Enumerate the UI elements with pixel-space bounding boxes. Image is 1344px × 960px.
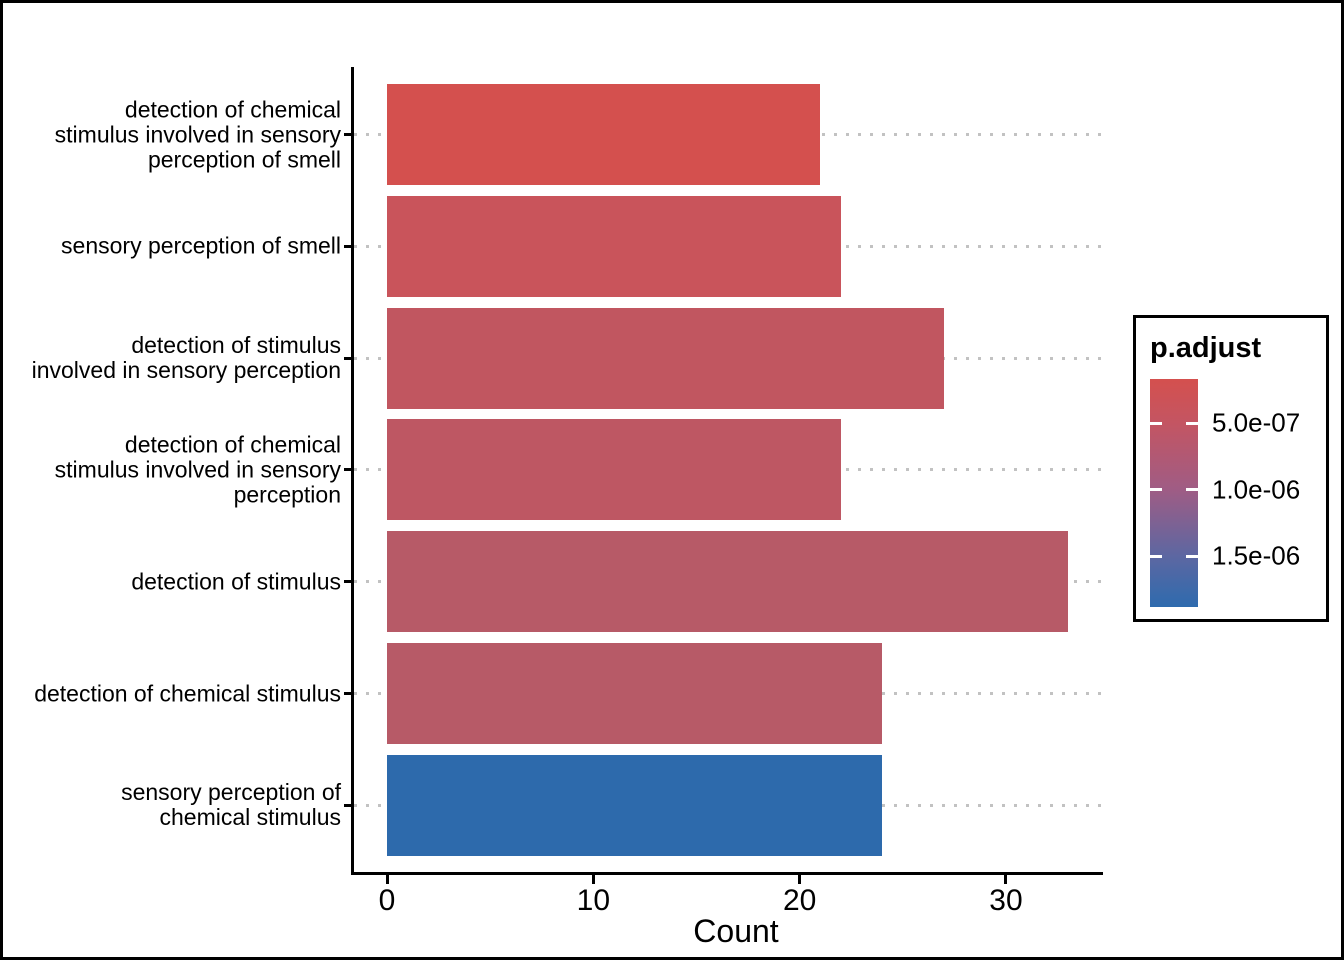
y-axis-label: detection of stimulus bbox=[131, 568, 341, 595]
y-tick bbox=[344, 468, 353, 472]
legend-tick-mark bbox=[1186, 421, 1198, 425]
y-axis-label: sensory perception of smell bbox=[61, 232, 341, 259]
bar bbox=[387, 643, 883, 745]
y-tick bbox=[344, 244, 353, 248]
legend-tick-mark bbox=[1150, 488, 1162, 492]
y-axis-label: detection of chemical stimulus bbox=[34, 680, 341, 707]
y-axis-label: sensory perception of chemical stimulus bbox=[121, 779, 341, 831]
legend-tick-mark bbox=[1186, 488, 1198, 492]
legend-tick-label: 1.0e-06 bbox=[1212, 474, 1301, 505]
legend-tick-mark bbox=[1150, 421, 1162, 425]
legend-tick-label: 1.5e-06 bbox=[1212, 540, 1301, 571]
y-tick bbox=[344, 356, 353, 360]
legend-tick-mark bbox=[1150, 554, 1162, 558]
bar bbox=[387, 419, 841, 521]
y-axis-line bbox=[351, 67, 354, 875]
x-tick bbox=[798, 875, 802, 884]
bar bbox=[387, 84, 821, 185]
y-tick bbox=[344, 580, 353, 584]
legend-gradient-bar bbox=[1150, 379, 1198, 607]
legend-tick-label: 5.0e-07 bbox=[1212, 407, 1301, 438]
legend: p.adjust 5.0e-07 1.0e-06 1.5e-06 bbox=[1133, 315, 1329, 622]
x-tick bbox=[591, 875, 595, 884]
x-tick-label: 0 bbox=[378, 884, 396, 917]
legend-tick-mark bbox=[1186, 554, 1198, 558]
y-tick bbox=[344, 803, 353, 807]
y-axis-label: detection of stimulus involved in sensory… bbox=[31, 332, 341, 384]
x-axis-line bbox=[351, 872, 1103, 875]
bar bbox=[387, 754, 883, 856]
x-tick-label: 30 bbox=[989, 884, 1023, 917]
x-tick bbox=[385, 875, 389, 884]
x-tick bbox=[1004, 875, 1008, 884]
legend-title: p.adjust bbox=[1150, 332, 1262, 364]
y-tick bbox=[344, 133, 353, 136]
bar bbox=[387, 531, 1068, 633]
bar bbox=[387, 195, 841, 297]
y-axis-label: detection of chemical stimulus involved i… bbox=[54, 431, 341, 508]
x-tick-label: 10 bbox=[576, 884, 611, 917]
x-tick-label: 20 bbox=[782, 884, 817, 917]
x-axis-title: Count bbox=[693, 913, 779, 949]
bar bbox=[387, 307, 945, 409]
y-tick bbox=[344, 692, 353, 696]
y-axis-label: detection of chemical stimulus involved i… bbox=[54, 96, 341, 172]
